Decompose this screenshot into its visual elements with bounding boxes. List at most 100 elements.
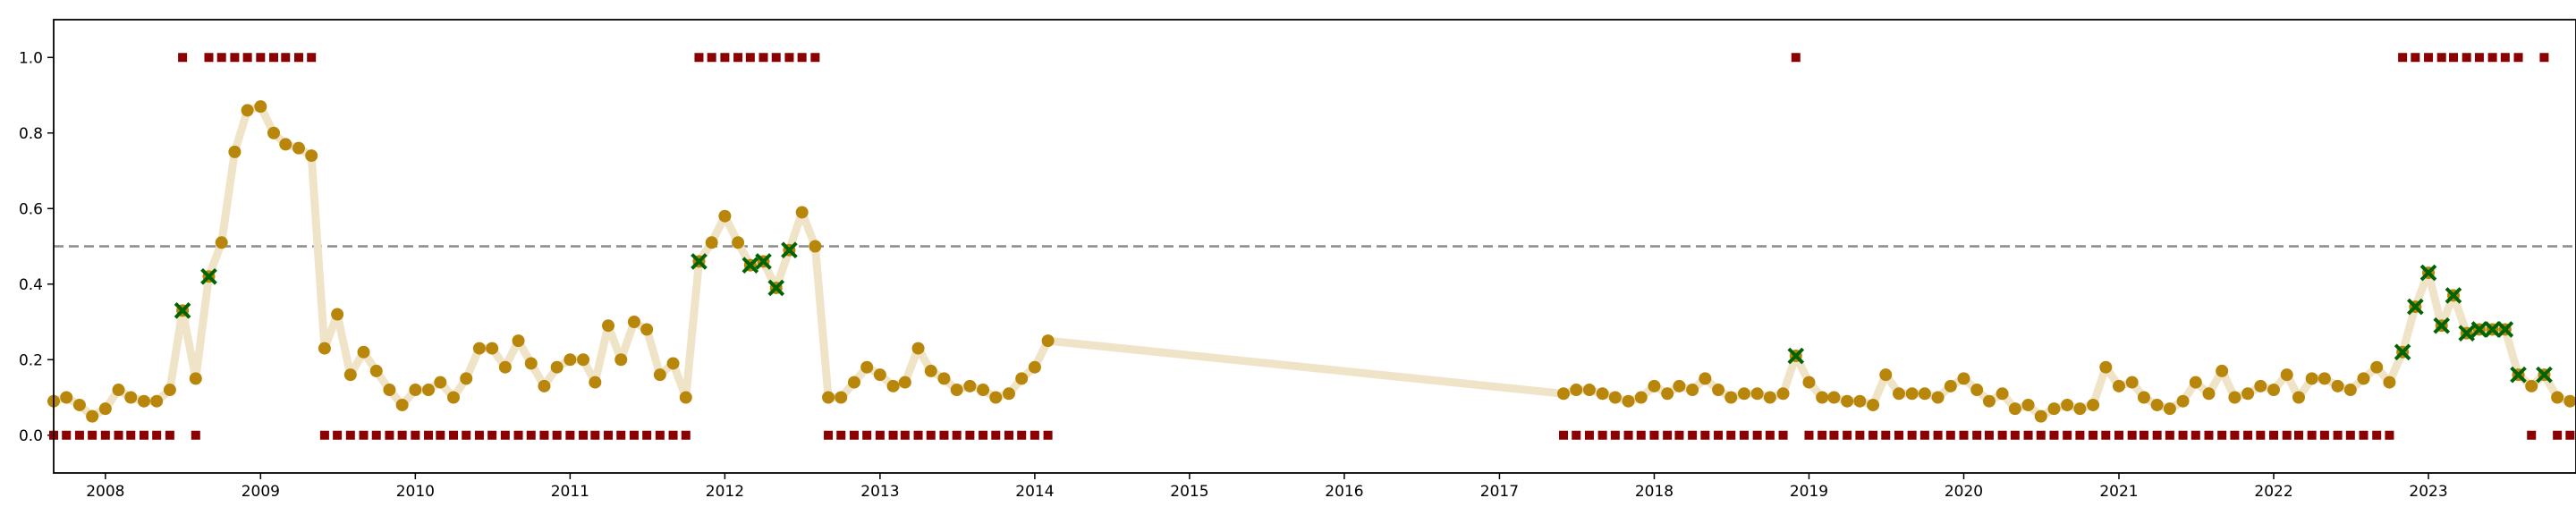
score-point-125 <box>2163 402 2176 416</box>
label-marker-109 <box>1959 430 1969 440</box>
score-point-92 <box>1737 387 1750 401</box>
score-point-101 <box>1853 394 1867 408</box>
flagged-marker-17 <box>2510 366 2527 384</box>
label-marker-5 <box>114 430 123 440</box>
label-marker-83 <box>1623 430 1633 440</box>
score-point-123 <box>2137 391 2150 404</box>
label-marker-90 <box>1714 430 1724 440</box>
label-marker-98 <box>1818 430 1827 440</box>
score-point-34 <box>486 342 499 355</box>
x-tick-label-15: 2023 <box>2409 483 2447 501</box>
label-marker-116 <box>2049 430 2059 440</box>
y-tick-label-5: 1.0 <box>19 49 43 67</box>
score-point-44 <box>614 353 628 367</box>
score-point-23 <box>343 368 357 382</box>
score-point-46 <box>640 323 654 336</box>
label-marker-59 <box>810 53 820 63</box>
label-marker-118 <box>2075 430 2085 440</box>
label-marker-70 <box>952 430 962 440</box>
score-point-15 <box>241 104 254 117</box>
label-marker-22 <box>333 430 343 440</box>
score-point-111 <box>1982 394 1996 408</box>
label-marker-20 <box>307 53 317 63</box>
score-point-52 <box>718 209 732 223</box>
label-marker-63 <box>862 430 872 440</box>
label-marker-92 <box>1739 430 1749 440</box>
label-marker-146 <box>2436 53 2446 63</box>
label-marker-68 <box>926 430 936 440</box>
label-marker-156 <box>2565 430 2575 440</box>
label-marker-133 <box>2269 430 2279 440</box>
score-point-48 <box>666 357 680 370</box>
score-point-58 <box>795 206 809 219</box>
label-marker-16 <box>256 53 266 63</box>
label-marker-114 <box>2023 430 2033 440</box>
label-marker-65 <box>888 430 898 440</box>
label-marker-88 <box>1688 430 1698 440</box>
x-tick-label-10: 2018 <box>1635 483 1674 501</box>
score-point-17 <box>267 126 281 139</box>
label-marker-127 <box>2190 430 2200 440</box>
label-marker-19 <box>293 53 303 63</box>
score-point-20 <box>305 149 318 163</box>
label-marker-100 <box>1843 430 1852 440</box>
label-marker-93 <box>1752 430 1762 440</box>
label-marker-31 <box>449 430 459 440</box>
score-point-70 <box>950 384 963 397</box>
x-tick-label-7: 2015 <box>1170 483 1208 501</box>
score-point-72 <box>977 384 990 397</box>
label-marker-51 <box>707 53 716 63</box>
score-point-45 <box>627 316 640 328</box>
label-marker-47 <box>655 430 665 440</box>
score-point-3 <box>86 409 99 423</box>
score-point-22 <box>331 308 344 321</box>
score-point-64 <box>873 368 886 382</box>
label-marker-76 <box>1030 430 1039 440</box>
label-marker-28 <box>411 430 420 440</box>
label-marker-87 <box>1674 430 1684 440</box>
flagged-marker-1 <box>200 267 217 285</box>
label-marker-104 <box>1894 430 1903 440</box>
label-marker-152 <box>2513 53 2523 63</box>
score-point-140 <box>2357 372 2370 385</box>
score-point-89 <box>1699 372 1712 385</box>
score-point-1 <box>60 391 73 404</box>
x-tick-label-5: 2013 <box>860 483 899 501</box>
label-marker-35 <box>500 430 510 440</box>
flagged-marker-10 <box>2419 264 2437 282</box>
score-point-42 <box>589 376 602 389</box>
label-marker-73 <box>991 430 1001 440</box>
score-point-116 <box>2047 402 2061 416</box>
score-point-32 <box>460 372 473 385</box>
score-point-82 <box>1608 391 1622 404</box>
label-marker-145 <box>2424 53 2434 63</box>
label-marker-44 <box>616 430 626 440</box>
label-marker-58 <box>797 53 807 63</box>
label-marker-154 <box>2539 53 2549 63</box>
label-marker-99 <box>1829 430 1839 440</box>
label-marker-84 <box>1636 430 1646 440</box>
label-marker-121 <box>2114 430 2123 440</box>
label-marker-97 <box>1804 430 1814 440</box>
label-marker-52 <box>720 53 730 63</box>
score-point-21 <box>318 342 331 355</box>
score-point-43 <box>602 319 615 333</box>
score-point-62 <box>847 376 860 389</box>
score-point-19 <box>292 141 305 155</box>
y-tick-label-1: 0.2 <box>19 351 43 369</box>
score-point-29 <box>422 384 436 397</box>
label-marker-147 <box>2449 53 2459 63</box>
score-point-88 <box>1686 384 1699 397</box>
score-point-132 <box>2254 379 2267 393</box>
label-marker-96 <box>1791 53 1801 63</box>
label-marker-37 <box>526 430 536 440</box>
label-marker-79 <box>1572 430 1581 440</box>
score-point-103 <box>1879 368 1893 382</box>
score-point-78 <box>1557 387 1571 401</box>
score-point-5 <box>112 384 125 397</box>
label-marker-128 <box>2204 430 2214 440</box>
label-marker-23 <box>345 430 355 440</box>
label-marker-46 <box>642 430 652 440</box>
label-marker-112 <box>1997 430 2007 440</box>
